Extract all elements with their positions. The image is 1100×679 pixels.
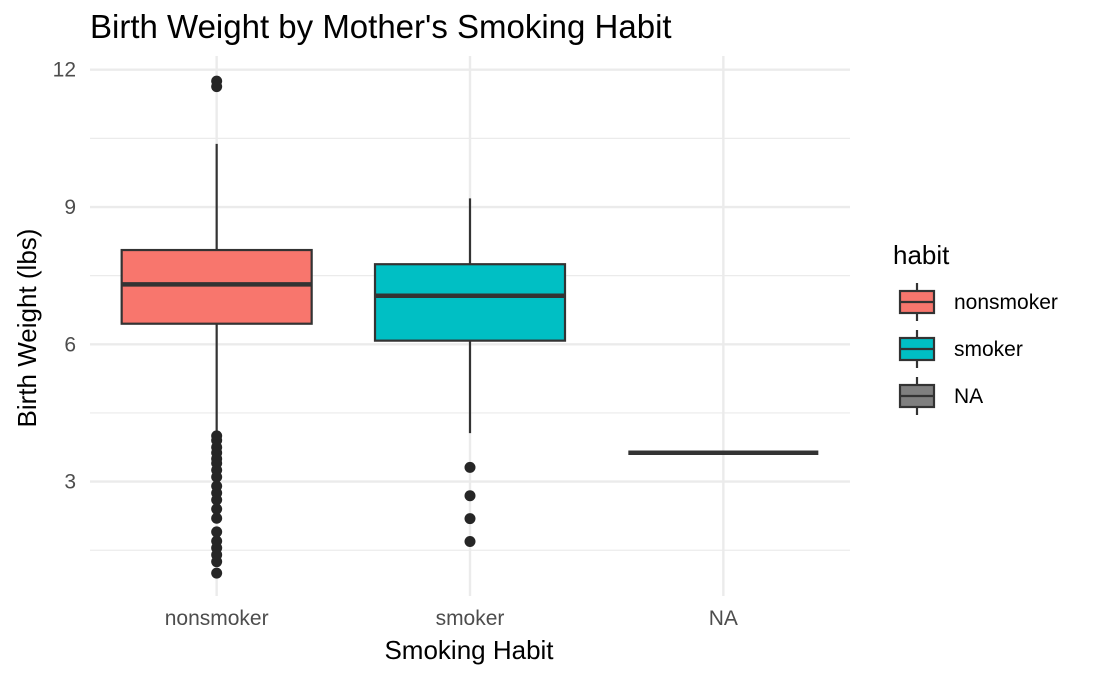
outlier-point bbox=[464, 536, 476, 548]
x-tick-label: nonsmoker bbox=[165, 607, 269, 630]
legend-title: habit bbox=[893, 240, 950, 270]
y-tick-label: 12 bbox=[53, 59, 76, 82]
outlier-point bbox=[211, 471, 223, 483]
y-tick-label: 9 bbox=[64, 196, 76, 219]
legend: habit nonsmoker smoker NA bbox=[893, 240, 1058, 415]
outlier-point bbox=[211, 556, 223, 568]
box-nonsmoker bbox=[120, 75, 313, 579]
outlier-point bbox=[464, 513, 476, 525]
outlier-point bbox=[464, 461, 476, 473]
outlier-point bbox=[464, 490, 476, 502]
boxes bbox=[120, 75, 819, 579]
tick-labels: 3 6 9 12 nonsmoker smoker NA bbox=[53, 59, 738, 630]
outlier-point bbox=[211, 526, 223, 538]
y-axis-title: Birth Weight (lbs) bbox=[12, 229, 42, 428]
legend-item-nonsmoker: nonsmoker bbox=[898, 283, 1058, 321]
y-tick-label: 3 bbox=[64, 471, 76, 494]
legend-label: NA bbox=[954, 385, 983, 408]
legend-label: smoker bbox=[954, 338, 1023, 361]
chart-title: Birth Weight by Mother's Smoking Habit bbox=[90, 8, 672, 45]
outlier-point bbox=[211, 81, 223, 93]
legend-label: nonsmoker bbox=[954, 291, 1058, 314]
x-tick-label: NA bbox=[709, 607, 738, 630]
outlier-point bbox=[211, 567, 223, 579]
y-tick-label: 6 bbox=[64, 333, 76, 356]
box-smoker bbox=[373, 198, 567, 548]
x-axis-title: Smoking Habit bbox=[384, 635, 554, 665]
outlier-point bbox=[211, 512, 223, 524]
iqr-box bbox=[120, 248, 313, 325]
legend-item-na: NA bbox=[898, 377, 983, 415]
outlier-point bbox=[211, 503, 223, 515]
iqr-box bbox=[373, 263, 567, 342]
legend-item-smoker: smoker bbox=[898, 330, 1023, 368]
outlier-point bbox=[211, 494, 223, 506]
x-tick-label: smoker bbox=[436, 607, 505, 630]
